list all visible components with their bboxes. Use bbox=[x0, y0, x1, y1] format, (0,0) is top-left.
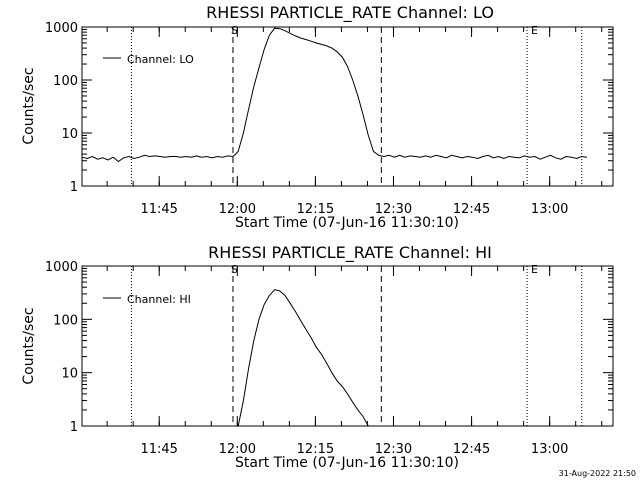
y-axis-label-hi: Counts/sec bbox=[21, 307, 37, 384]
end-marker-label-hi: E bbox=[531, 263, 538, 276]
y-tick-label: 1 bbox=[70, 420, 78, 435]
plot-frame-lo bbox=[81, 26, 614, 187]
footer-timestamp: 31-Aug-2022 21:50 bbox=[559, 469, 636, 478]
x-tick-label: 11:45 bbox=[140, 442, 177, 457]
x-tick-label: 11:45 bbox=[140, 202, 177, 217]
x-axis-label-lo: Start Time (07-Jun-16 11:30:10) bbox=[235, 215, 459, 231]
chart-title-lo: RHESSI PARTICLE_RATE Channel: LO bbox=[206, 3, 494, 23]
start-marker-label-hi: S bbox=[231, 263, 238, 276]
y-tick-label: 1 bbox=[70, 180, 78, 195]
y-tick-label: 10 bbox=[61, 367, 78, 382]
x-tick-label: 12:15 bbox=[297, 442, 334, 457]
x-tick-label: 12:30 bbox=[375, 202, 412, 217]
legend-label-hi: Channel: HI bbox=[127, 293, 191, 306]
end-marker-label-lo: E bbox=[531, 24, 538, 37]
y-tick-label: 1000 bbox=[45, 21, 78, 36]
plot-frame-hi bbox=[81, 265, 614, 427]
start-marker-label-lo: S bbox=[231, 24, 238, 37]
x-tick-label: 13:00 bbox=[531, 202, 568, 217]
x-tick-label: 12:45 bbox=[453, 442, 490, 457]
y-tick-label: 10 bbox=[61, 127, 78, 142]
y-axis-label-lo: Counts/sec bbox=[21, 67, 37, 144]
x-tick-label: 12:45 bbox=[453, 202, 490, 217]
y-tick-label: 100 bbox=[53, 313, 78, 328]
x-axis-label-hi: Start Time (07-Jun-16 11:30:10) bbox=[235, 455, 459, 471]
x-tick-label: 12:00 bbox=[219, 202, 256, 217]
y-tick-label: 100 bbox=[53, 74, 78, 89]
x-tick-label: 12:30 bbox=[375, 442, 412, 457]
series-line-hi bbox=[237, 289, 369, 427]
chart-panel-lo: RHESSI PARTICLE_RATE Channel: LO Counts/… bbox=[21, 3, 614, 231]
chart-title-hi: RHESSI PARTICLE_RATE Channel: HI bbox=[208, 243, 492, 263]
x-tick-label: 13:00 bbox=[531, 442, 568, 457]
y-tick-label: 1000 bbox=[45, 260, 78, 275]
series-line-lo bbox=[81, 27, 588, 163]
x-tick-label: 12:15 bbox=[297, 202, 334, 217]
x-tick-label: 12:00 bbox=[219, 442, 256, 457]
legend-label-lo: Channel: LO bbox=[127, 53, 194, 66]
chart-panel-hi: RHESSI PARTICLE_RATE Channel: HI Counts/… bbox=[21, 243, 614, 471]
